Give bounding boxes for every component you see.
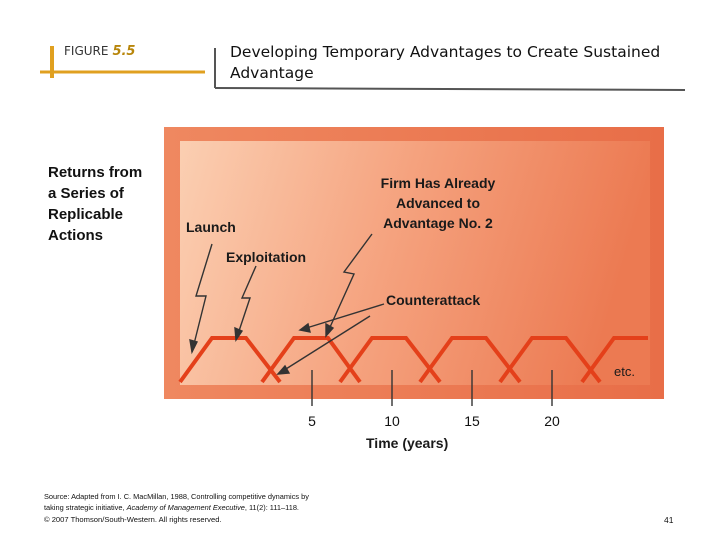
- returns-label-line2: a Series of: [48, 185, 124, 202]
- returns-label-line4: Actions: [48, 227, 104, 244]
- source-line2-c: , 11(2): 111–118.: [244, 503, 299, 512]
- figure-label: FIGURE 5.5: [64, 44, 135, 59]
- figure-label-text: FIGURE: [64, 44, 109, 58]
- returns-label-line1: Returns from: [48, 164, 143, 181]
- figure-title-line1: Developing Temporary Advantages to Creat…: [230, 43, 661, 61]
- exploitation-arrow: [234, 265, 257, 343]
- header-gray-underline: [214, 87, 686, 91]
- tick-label-10: 10: [384, 413, 400, 429]
- figure-title-line2: Advantage: [230, 64, 314, 82]
- copyright: © 2007 Thomson/South-Western. All rights…: [44, 515, 222, 524]
- time-axis-ticks: [311, 370, 553, 406]
- source-line2: taking strategic initiative, Academy of …: [44, 502, 464, 513]
- launch-label: Launch: [186, 219, 236, 235]
- advantage-wave-2: [260, 336, 362, 384]
- header-decoration: [40, 46, 686, 91]
- firm-advanced-line3: Advantage No. 2: [383, 215, 493, 231]
- firm-advanced-line1: Firm Has Already: [380, 175, 496, 191]
- advantage-wave-4: [418, 336, 522, 384]
- advantage-wave-5: [498, 336, 602, 384]
- source-journal: Academy of Management Executive: [126, 503, 245, 512]
- figure-number: 5.5: [112, 44, 136, 59]
- tick-label-5: 5: [308, 413, 316, 429]
- advantage-wave-series: [178, 336, 648, 384]
- firm-advanced-label: Firm Has Already Advanced to Advantage N…: [358, 173, 518, 233]
- tick-label-15: 15: [464, 413, 480, 429]
- exploitation-label: Exploitation: [226, 249, 307, 265]
- returns-label-line3: Replicable: [48, 206, 124, 223]
- launch-arrow: [189, 243, 213, 355]
- source-line2-a: taking strategic initiative,: [44, 503, 127, 512]
- tick-label-20: 20: [544, 413, 560, 429]
- advantage-wave-6: [580, 336, 648, 384]
- figure-title: Developing Temporary Advantages to Creat…: [230, 42, 700, 84]
- time-axis-title: Time (years): [366, 435, 449, 451]
- advantage-wave-3: [338, 336, 442, 384]
- advantage-2-arrow: [325, 233, 373, 338]
- source-note: Source: Adapted from I. C. MacMillan, 19…: [44, 491, 464, 513]
- etc-label: etc.: [614, 364, 635, 379]
- counterattack-arrow: [276, 303, 385, 375]
- returns-label: Returns from a Series of Replicable Acti…: [48, 162, 142, 246]
- advantage-wave-1: [178, 336, 282, 384]
- counterattack-label: Counterattack: [386, 292, 481, 308]
- page-number: 41: [664, 515, 674, 525]
- source-line1: Source: Adapted from I. C. MacMillan, 19…: [44, 492, 309, 501]
- firm-advanced-line2: Advanced to: [395, 195, 480, 211]
